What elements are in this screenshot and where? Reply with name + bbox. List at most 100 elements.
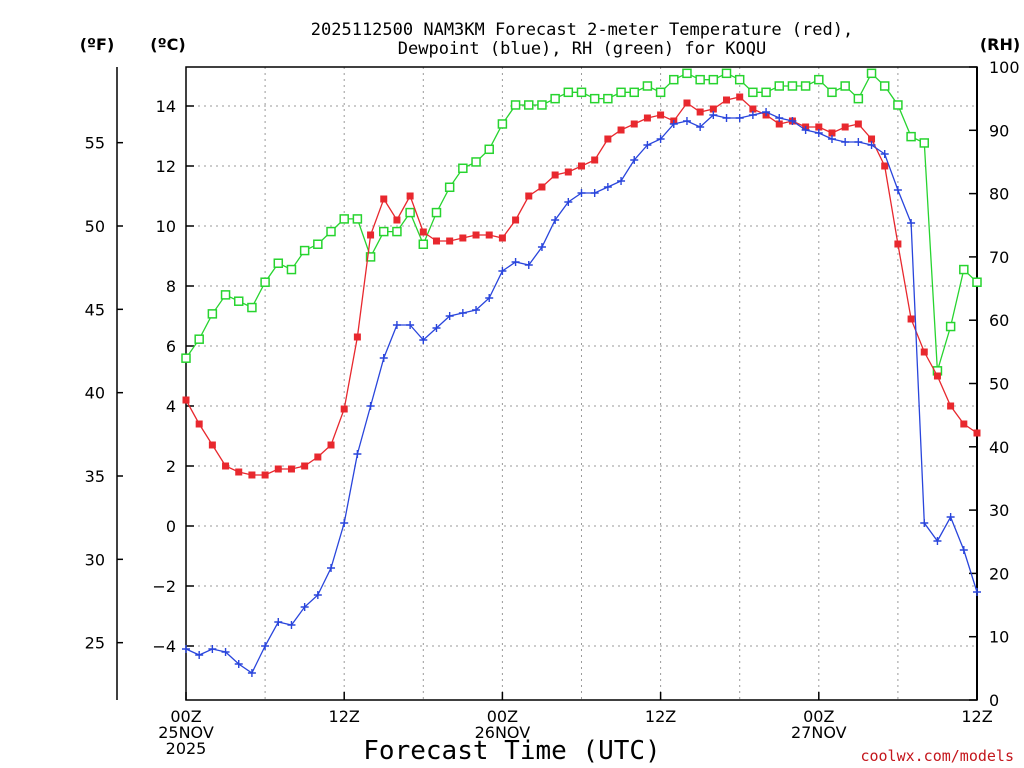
chart-title-line1: 2025112500 NAM3KM Forecast 2-meter Tempe… — [311, 20, 853, 40]
rh-point — [642, 81, 653, 91]
temperature-point — [696, 108, 704, 116]
dewpoint-point — [735, 114, 744, 122]
rh-tick-label: 0 — [989, 691, 999, 710]
temperature-point — [828, 129, 836, 137]
temperature-point — [578, 162, 585, 170]
temperature-point — [749, 105, 757, 113]
fahrenheit-unit-label: (ºF) — [80, 35, 115, 54]
temperature-point — [525, 192, 533, 200]
celsius-tick-label: −4 — [152, 637, 176, 656]
dewpoint-point — [841, 138, 850, 146]
temperature-point — [907, 315, 915, 323]
celsius-tick-label: 14 — [156, 97, 176, 116]
temperature-point — [485, 231, 493, 239]
temperature-point — [222, 462, 230, 470]
temperature-point — [973, 429, 981, 437]
x-tick-label: 12Z — [645, 707, 676, 726]
dewpoint-point — [669, 120, 678, 128]
dewpoint-point — [643, 141, 652, 149]
temperature-point — [657, 111, 665, 119]
rh-point — [919, 138, 930, 148]
dewpoint-point — [208, 645, 217, 653]
temperature-point — [340, 405, 348, 413]
dewpoint-point — [221, 648, 230, 656]
rh-point — [405, 207, 415, 218]
axes: −4 −2 0 2 4 6 8 10 12 14 25 30 35 40 45 50 55 0 10 20 30 40 50… — [85, 58, 1020, 758]
dewpoint-point — [617, 177, 626, 185]
temperature-point — [841, 123, 849, 131]
chart-title-line2: Dewpoint (blue), RH (green) for KOQU — [398, 39, 766, 59]
temperature-point — [353, 333, 361, 341]
rh-point — [906, 131, 916, 142]
rh-tick-label: 100 — [989, 58, 1020, 77]
rh-tick-label: 70 — [989, 248, 1009, 267]
x-tick-label: 00Z — [487, 707, 518, 726]
temperature-point — [248, 471, 256, 479]
dewpoint-point — [379, 354, 388, 362]
dewpoint-point — [696, 123, 705, 131]
temperature-point — [380, 195, 388, 203]
temperature-point — [551, 171, 559, 179]
rh-point — [629, 87, 639, 98]
dewpoint-point — [261, 642, 270, 650]
dewpoint-point — [827, 135, 836, 143]
dewpoint-point — [630, 156, 639, 164]
rh-point — [260, 277, 270, 287]
rh-tick-label: 20 — [989, 564, 1009, 583]
rh-tick-label: 40 — [989, 438, 1009, 457]
rh-point — [589, 93, 600, 104]
temperature-point — [604, 135, 612, 143]
celsius-tick-label: 8 — [166, 277, 176, 296]
rh-point — [893, 100, 903, 110]
fahrenheit-tick-label: 25 — [85, 634, 105, 653]
rh-point — [853, 93, 864, 104]
dewpoint-point — [867, 141, 876, 149]
celsius-tick-label: 4 — [166, 397, 176, 416]
rh-point — [879, 81, 890, 91]
temperature-point — [301, 462, 309, 470]
rh-point — [840, 81, 850, 91]
dewpoint-point — [564, 198, 573, 206]
dewpoint-point — [366, 402, 375, 410]
dewpoint-point — [406, 321, 415, 329]
rh-point — [563, 87, 574, 98]
dewpoint-point — [603, 183, 612, 191]
rh-tick-label: 80 — [989, 185, 1009, 204]
rh-tick-label: 50 — [989, 375, 1009, 394]
temperature-point — [432, 237, 440, 245]
celsius-tick-label: 6 — [166, 337, 176, 356]
temperature-point — [815, 123, 823, 131]
dewpoint-point — [327, 564, 336, 572]
rh-point — [379, 226, 389, 237]
celsius-tick-label: 0 — [166, 517, 176, 536]
x-tick-label: 12Z — [329, 707, 360, 726]
rh-unit-label: (RH) — [980, 35, 1020, 54]
temperature-point — [327, 441, 335, 449]
temperature-point — [472, 231, 480, 239]
rh-point — [866, 68, 877, 79]
temperature-point — [274, 465, 282, 473]
fahrenheit-tick-label: 40 — [85, 384, 105, 403]
rh-tick-label: 10 — [989, 628, 1009, 647]
fahrenheit-tick-label: 50 — [85, 217, 105, 236]
dewpoint-point — [748, 111, 757, 119]
rh-point — [458, 163, 468, 174]
temperature-point — [881, 162, 889, 170]
temperature-point — [723, 96, 731, 104]
dewpoint-point — [537, 243, 546, 251]
rh-point — [682, 68, 692, 79]
credit-link[interactable]: coolwx.com/models — [860, 747, 1014, 765]
rh-point — [774, 81, 784, 91]
temperature-point — [920, 348, 928, 356]
rh-point — [761, 87, 771, 98]
temperature-point — [498, 234, 506, 242]
dewpoint-point — [577, 189, 586, 197]
temperature-point — [630, 120, 638, 128]
x-tick-label: 12Z — [961, 707, 992, 726]
temperature-point — [314, 453, 322, 461]
temperature-point — [683, 99, 691, 107]
dewpoint-point — [432, 324, 441, 332]
dewpoint-point — [287, 621, 296, 629]
rh-point — [299, 245, 310, 256]
temperature-point — [512, 216, 520, 224]
